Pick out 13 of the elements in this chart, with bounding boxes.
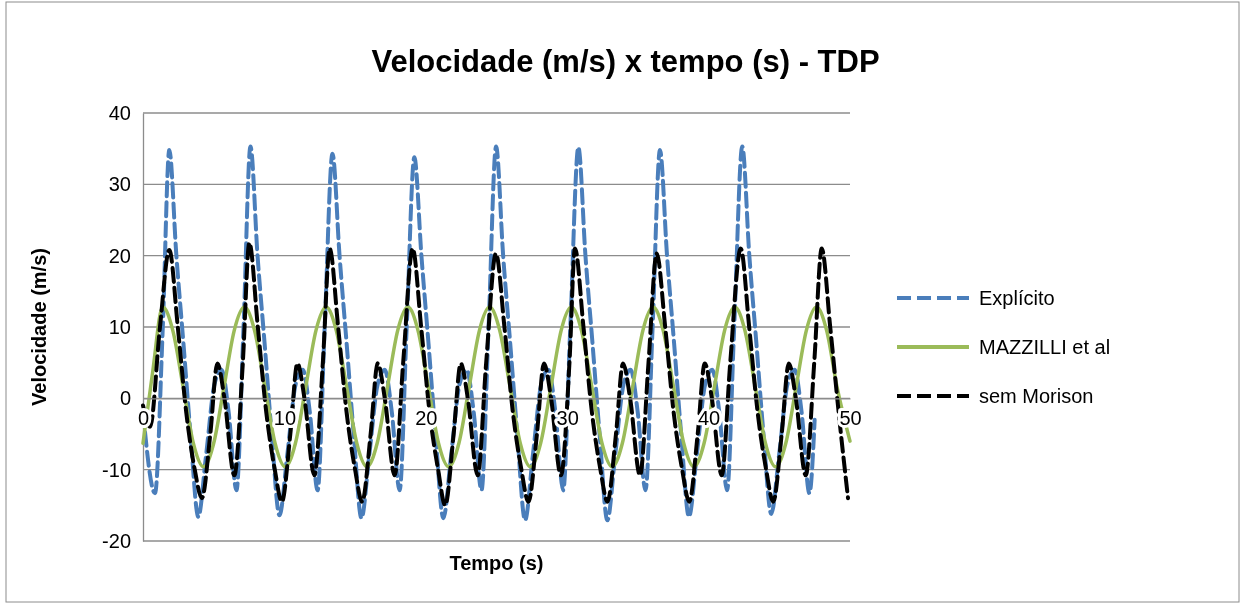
- x-axis-title: Tempo (s): [449, 552, 544, 574]
- legend-label: Explícito: [979, 287, 1055, 309]
- y-tick-label: 40: [108, 101, 131, 124]
- chart-title: Velocidade (m/s) x tempo (s) - TDP: [371, 44, 880, 79]
- y-axis-title: Velocidade (m/s): [28, 248, 50, 406]
- y-tick-label: -10: [102, 458, 131, 481]
- legend-label: MAZZILLI et al: [979, 336, 1111, 358]
- legend-label: sem Morison: [979, 385, 1094, 407]
- y-tick-label: 0: [119, 387, 131, 410]
- y-tick-label: 10: [108, 315, 131, 338]
- y-tick-label: 20: [108, 244, 131, 267]
- y-tick-label: -20: [102, 529, 131, 552]
- y-tick-label: 30: [108, 173, 131, 196]
